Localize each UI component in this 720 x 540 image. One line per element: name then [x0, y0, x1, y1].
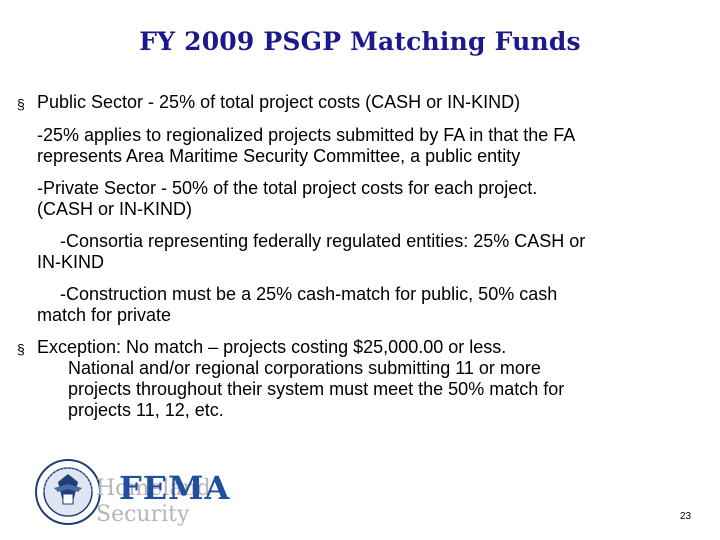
bullet-line: represents Area Maritime Security Commit… [37, 146, 521, 166]
bullet-marker: § [17, 96, 25, 112]
bullet-line: -Construction must be a 25% cash-match f… [60, 284, 558, 304]
slide-title: FY 2009 PSGP Matching Funds [139, 27, 581, 56]
bullet-line: (CASH or IN-KIND) [37, 199, 193, 219]
page-number: 23 [680, 511, 692, 522]
security-wordmark: Security [96, 502, 190, 527]
bullet-line: National and/or regional corporations su… [68, 358, 541, 378]
bullet-line: projects throughout their system must me… [68, 379, 565, 399]
homeland-wordmark: Homeland [96, 476, 211, 501]
bullet-line: projects 11, 12, etc. [68, 400, 224, 420]
bullet-marker: § [17, 341, 25, 357]
bullet-line: Public Sector - 25% of total project cos… [37, 92, 521, 112]
bullet-line: -Consortia representing federally regula… [60, 231, 586, 251]
fema-wordmark: FEMA [119, 469, 231, 507]
bullet-line: -25% applies to regionalized projects su… [37, 125, 576, 145]
bullet-line: IN-KIND [37, 252, 104, 272]
dhs-seal-icon [35, 459, 101, 525]
homeland-security-fema-logo: Homeland Security FEMA [34, 458, 234, 528]
bullet-line: match for private [37, 305, 172, 325]
bullet-line: Exception: No match – projects costing $… [37, 337, 507, 357]
bullet-line: -Private Sector - 50% of the total proje… [37, 178, 538, 198]
